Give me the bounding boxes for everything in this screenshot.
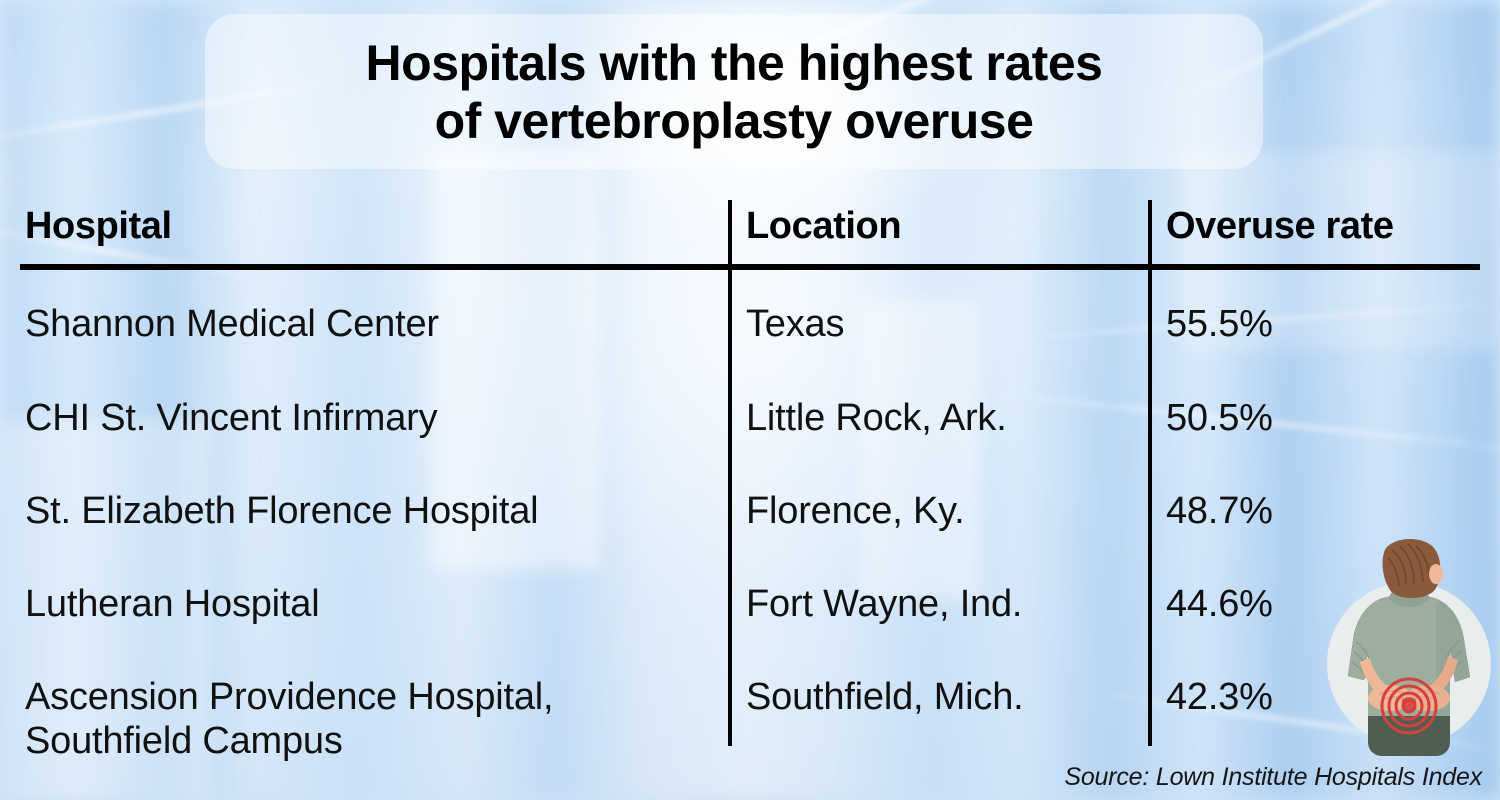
table-row-rate: 42.3% [1166, 676, 1273, 718]
background-panel [430, 150, 600, 570]
column-header-location: Location [746, 205, 902, 247]
column-header-overuse-rate: Overuse rate [1166, 205, 1394, 247]
background-panel [0, 420, 210, 800]
back-pain-illustration [1318, 530, 1500, 762]
table-row-hospital: Lutheran Hospital [25, 583, 320, 625]
table-row-location: Texas [746, 303, 845, 345]
illustration-ear [1429, 564, 1443, 584]
illustration-pants [1368, 716, 1450, 756]
source-attribution: Source: Lown Institute Hospitals Index [1064, 763, 1482, 791]
table-row-location: Fort Wayne, Ind. [746, 583, 1023, 625]
page-title: Hospitals with the highest rates of vert… [365, 34, 1103, 149]
table-row-rate: 55.5% [1166, 303, 1273, 345]
table-row-hospital: Shannon Medical Center [25, 303, 439, 345]
table-row-location: Southfield, Mich. [746, 676, 1024, 718]
table-row-hospital: St. Elizabeth Florence Hospital [25, 490, 539, 532]
table-row-location: Little Rock, Ark. [746, 397, 1007, 439]
title-plaque [205, 14, 1263, 169]
column-header-hospital: Hospital [25, 205, 172, 247]
header-divider-line [20, 264, 1480, 270]
column-divider-location-rate [1148, 200, 1152, 746]
table-row-hospital: Ascension Providence Hospital, Southfiel… [25, 676, 554, 763]
table-row-location: Florence, Ky. [746, 490, 965, 532]
background-panel [860, 300, 980, 600]
table-row-hospital: CHI St. Vincent Infirmary [25, 397, 438, 439]
table-row-rate: 50.5% [1166, 397, 1273, 439]
table-row-rate: 48.7% [1166, 490, 1273, 532]
column-divider-hospital-location [728, 200, 732, 746]
table-row-rate: 44.6% [1166, 583, 1273, 625]
